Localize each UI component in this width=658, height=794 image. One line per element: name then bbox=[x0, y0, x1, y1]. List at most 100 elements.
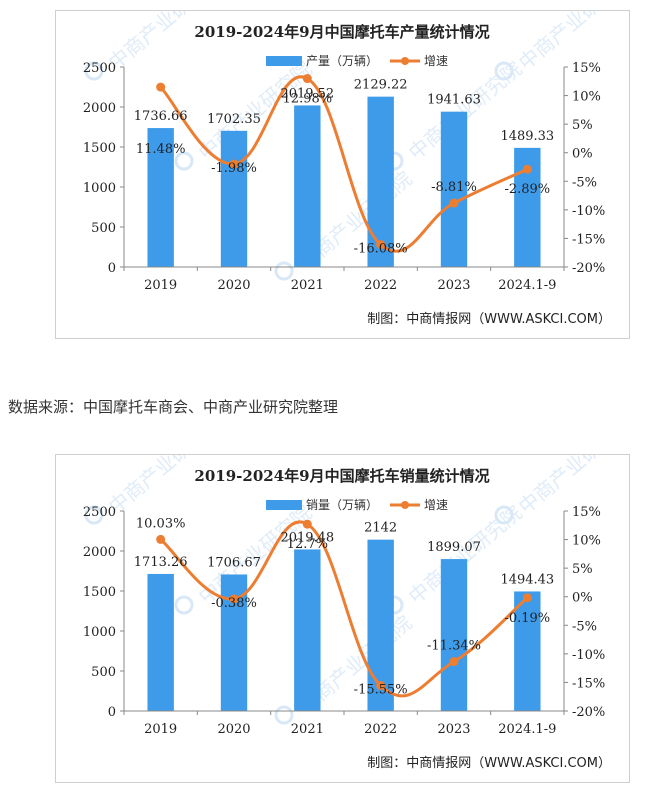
left-axis-tick-label: 1000 bbox=[83, 181, 116, 196]
x-axis-tick-label: 2020 bbox=[217, 722, 250, 737]
bar-data-label: 1489.33 bbox=[500, 129, 554, 144]
growth-point bbox=[522, 593, 532, 603]
chart-credit: 制图：中商情报网（WWW.ASKCI.COM） bbox=[367, 312, 611, 327]
x-axis-tick-label: 2023 bbox=[437, 278, 470, 293]
growth-point bbox=[376, 240, 386, 250]
bar-data-label: 1736.66 bbox=[134, 109, 188, 124]
chart-title: 2019-2024年9月中国摩托车销量统计情况 bbox=[194, 467, 489, 485]
bar-data-label: 1941.63 bbox=[427, 93, 481, 108]
growth-data-label: -11.34% bbox=[427, 639, 481, 654]
x-axis-tick-label: 2024.1-9 bbox=[498, 278, 556, 293]
legend-line-marker bbox=[401, 57, 409, 65]
watermark-logo-icon bbox=[494, 505, 514, 525]
watermark-logo-icon bbox=[84, 61, 104, 81]
watermark-text: 中商产业研究院 bbox=[104, 455, 227, 519]
source-note: 数据来源：中国摩托车商会、中商产业研究院整理 bbox=[8, 398, 339, 416]
x-axis-tick-label: 2020 bbox=[217, 278, 250, 293]
right-axis-tick-label: 5% bbox=[572, 118, 593, 133]
bar-data-label: 1702.35 bbox=[207, 112, 261, 127]
x-axis-tick-label: 2019 bbox=[144, 722, 177, 737]
growth-point bbox=[376, 681, 386, 691]
growth-data-label: 12.7% bbox=[287, 537, 328, 552]
left-axis-tick-label: 500 bbox=[91, 665, 116, 680]
bar bbox=[147, 128, 174, 267]
right-axis-tick-label: 10% bbox=[572, 534, 601, 549]
watermark-logo-icon bbox=[84, 505, 104, 525]
growth-data-label: -0.19% bbox=[504, 611, 550, 626]
x-axis-tick-label: 2024.1-9 bbox=[498, 722, 556, 737]
bar bbox=[220, 130, 248, 267]
x-axis-tick-label: 2021 bbox=[291, 278, 324, 293]
right-axis-tick-label: -10% bbox=[572, 648, 605, 663]
left-axis-tick-label: 0 bbox=[108, 261, 116, 276]
watermark-text: 中商产业研究院 bbox=[104, 11, 227, 75]
x-axis-tick-label: 2022 bbox=[364, 722, 397, 737]
x-axis-tick-label: 2023 bbox=[437, 722, 470, 737]
left-axis-tick-label: 0 bbox=[108, 705, 116, 720]
right-axis-tick-label: -10% bbox=[572, 204, 605, 219]
growth-point bbox=[449, 198, 459, 208]
bar-data-label: 1494.43 bbox=[500, 572, 554, 587]
growth-data-label: 12.98% bbox=[283, 92, 333, 107]
watermark-logo-icon bbox=[274, 705, 294, 725]
growth-data-label: 10.03% bbox=[136, 516, 186, 531]
growth-point bbox=[302, 74, 312, 84]
bar-data-label: 1713.26 bbox=[134, 555, 188, 570]
growth-point bbox=[522, 164, 532, 174]
right-axis-tick-label: 0% bbox=[572, 591, 593, 606]
growth-point bbox=[156, 82, 166, 92]
growth-data-label: -15.55% bbox=[354, 683, 408, 698]
left-axis-tick-label: 1500 bbox=[83, 585, 116, 600]
left-axis-tick-label: 1500 bbox=[83, 141, 116, 156]
bar bbox=[294, 105, 321, 267]
growth-point bbox=[229, 159, 239, 169]
growth-data-label: -8.81% bbox=[431, 180, 477, 195]
left-axis-tick-label: 2500 bbox=[83, 505, 116, 520]
bar bbox=[294, 549, 321, 711]
watermark-logo-icon bbox=[174, 151, 194, 171]
left-axis-tick-label: 500 bbox=[91, 221, 116, 236]
x-axis-tick-label: 2019 bbox=[144, 278, 177, 293]
right-axis-tick-label: 15% bbox=[572, 61, 601, 76]
right-axis-tick-label: -20% bbox=[572, 705, 605, 720]
legend-bar-swatch bbox=[266, 500, 302, 510]
sales-chart: 中商产业研究院 中商产业研究院 中商产业研究院 中商产业研究院 中商产业研究院 2019-… bbox=[55, 454, 630, 783]
legend-bar-label: 销量（万辆） bbox=[306, 498, 378, 512]
legend-line-label: 增速 bbox=[424, 54, 448, 68]
right-axis-tick-label: -5% bbox=[572, 175, 597, 190]
right-axis-tick-label: -20% bbox=[572, 261, 605, 276]
x-axis-tick-label: 2022 bbox=[364, 278, 397, 293]
right-axis-tick-label: -15% bbox=[572, 676, 605, 691]
growth-data-label: -0.38% bbox=[211, 596, 257, 611]
right-axis-tick-label: 0% bbox=[572, 147, 593, 162]
bar-data-label: 2019.52 bbox=[280, 86, 334, 101]
bar bbox=[147, 573, 174, 711]
growth-point bbox=[302, 519, 312, 529]
bar-data-label: 2019.48 bbox=[280, 530, 334, 545]
left-axis-tick-label: 2000 bbox=[83, 545, 116, 560]
legend-bar-label: 产量（万辆） bbox=[306, 54, 378, 68]
chart-title: 2019-2024年9月中国摩托车产量统计情况 bbox=[194, 23, 489, 41]
right-axis-tick-label: -15% bbox=[572, 232, 605, 247]
growth-data-label: -1.98% bbox=[211, 161, 257, 176]
right-axis-tick-label: 10% bbox=[572, 90, 601, 105]
bar bbox=[440, 559, 468, 711]
x-axis-tick-label: 2021 bbox=[291, 722, 324, 737]
sales-chart-svg: 中商产业研究院 中商产业研究院中商产业研究院中商产业研究院中商产业研究院2019-… bbox=[83, 455, 629, 771]
growth-data-label: -16.08% bbox=[354, 242, 408, 257]
production-chart-svg: 中商产业研究院 中商产业研究院中商产业研究院中商产业研究院中商产业研究院2019-… bbox=[83, 11, 629, 327]
watermark-logo-icon bbox=[174, 595, 194, 615]
right-axis-tick-label: 5% bbox=[572, 562, 593, 577]
right-axis-tick-label: 15% bbox=[572, 505, 601, 520]
legend-line-marker bbox=[401, 501, 409, 509]
production-chart: 中商产业研究院 中商产业研究院 中商产业研究院 中商产业研究院 中商产业研究院 2019-… bbox=[55, 10, 630, 339]
growth-point bbox=[449, 657, 459, 667]
right-axis-tick-label: -5% bbox=[572, 619, 597, 634]
bar-data-label: 1706.67 bbox=[207, 555, 261, 570]
left-axis-tick-label: 2000 bbox=[83, 101, 116, 116]
bar bbox=[514, 591, 541, 711]
bar-data-label: 2129.22 bbox=[354, 78, 408, 93]
left-axis-tick-label: 2500 bbox=[83, 61, 116, 76]
legend-bar-swatch bbox=[266, 56, 302, 66]
bar bbox=[440, 111, 468, 267]
